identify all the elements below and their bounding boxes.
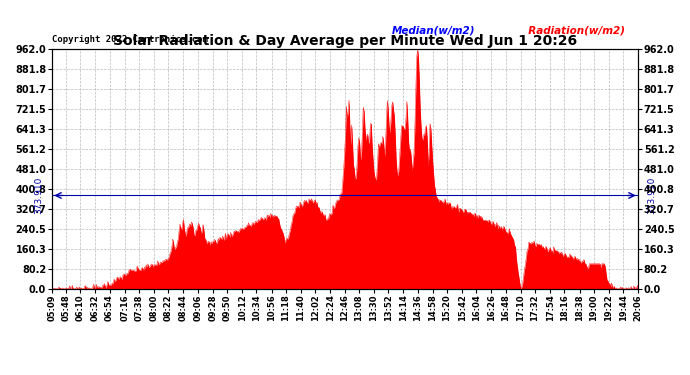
Text: 373.910: 373.910 (647, 177, 656, 214)
Text: Copyright 2022 Cartronics.com: Copyright 2022 Cartronics.com (52, 35, 208, 44)
Title: Solar Radiation & Day Average per Minute Wed Jun 1 20:26: Solar Radiation & Day Average per Minute… (113, 34, 577, 48)
Text: 373.910: 373.910 (34, 177, 43, 214)
Text: Median(w/m2): Median(w/m2) (392, 26, 475, 36)
Text: Radiation(w/m2): Radiation(w/m2) (521, 26, 625, 36)
